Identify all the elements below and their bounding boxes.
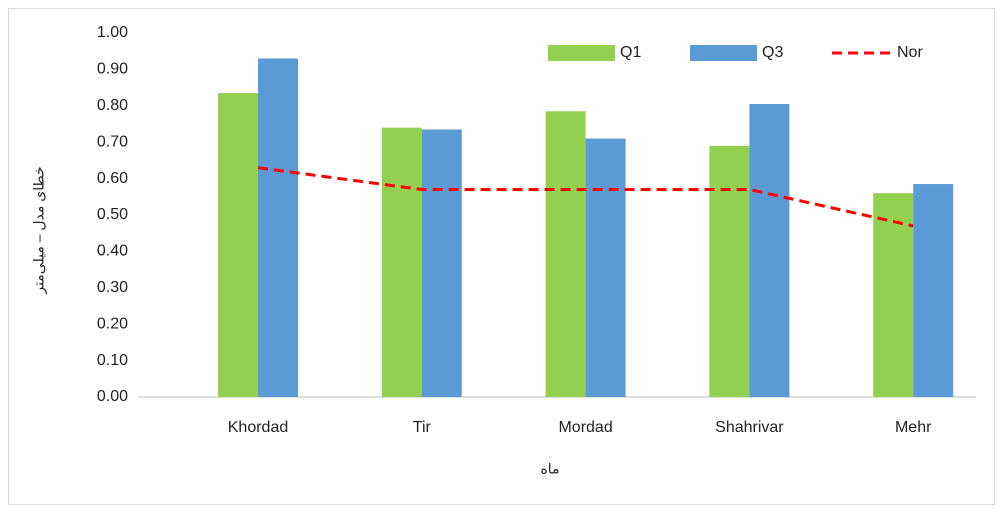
bar xyxy=(873,193,914,397)
x-tick-label: Tir xyxy=(413,419,432,436)
x-tick-label: Khordad xyxy=(228,419,289,436)
bar xyxy=(913,184,954,397)
y-tick-label: 0.10 xyxy=(97,352,128,369)
line xyxy=(257,166,914,228)
chart-border xyxy=(8,8,995,505)
legend-label: Q3 xyxy=(762,44,783,61)
x-axis-label: ماه xyxy=(540,461,559,477)
y-tick-label: 0.50 xyxy=(97,206,128,223)
y-axis-label: خطای مدل – میلی‌متر xyxy=(31,166,48,294)
x-tick-label: Mordad xyxy=(558,419,612,436)
bar xyxy=(218,93,258,397)
bar xyxy=(421,129,462,397)
y-tick-label: 0.70 xyxy=(97,133,128,150)
bar xyxy=(545,111,586,397)
bar xyxy=(381,127,422,397)
y-tick-label: 0.30 xyxy=(97,279,128,296)
y-tick-label: 1.00 xyxy=(97,24,128,41)
y-tick-label: 0.80 xyxy=(97,97,128,114)
legend-label: Nor xyxy=(897,44,923,61)
y-tick-label: 0.40 xyxy=(97,243,128,260)
legend-label: Q1 xyxy=(620,44,641,61)
legend-swatch xyxy=(548,45,615,61)
bar xyxy=(709,145,750,397)
bar xyxy=(749,103,790,397)
y-tick-label: 0.20 xyxy=(97,315,128,332)
y-tick-label: 0.00 xyxy=(97,388,128,405)
bar xyxy=(258,58,298,397)
bar xyxy=(585,138,626,397)
legend-swatch xyxy=(690,45,757,61)
x-tick-label: Shahrivar xyxy=(715,419,784,436)
y-tick-label: 0.90 xyxy=(97,61,128,78)
x-tick-label: Mehr xyxy=(895,419,932,436)
y-tick-label: 0.60 xyxy=(97,170,128,187)
